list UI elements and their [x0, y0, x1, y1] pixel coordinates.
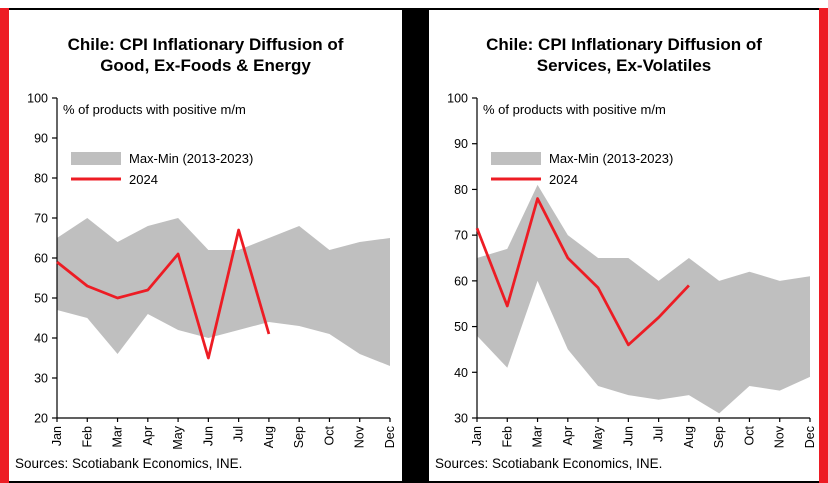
x-tick-label: Oct	[742, 425, 756, 445]
x-tick-label: Jun	[201, 426, 215, 446]
chart-title-services: Chile: CPI Inflationary Diffusion of Ser…	[429, 34, 819, 76]
y-tick-label: 80	[34, 172, 48, 186]
legend-band-label: Max-Min (2013-2023)	[129, 151, 253, 166]
chart-title-line2: Good, Ex-Foods & Energy	[100, 56, 311, 75]
y-tick-label: 90	[454, 137, 468, 151]
chart-canvas-goods: 20 30 40 50 60 70 80 90 100 Jan Feb Mar Apr May Jun Jul…	[27, 92, 397, 450]
x-tick-label: Mar	[111, 426, 125, 448]
legend-line-label: 2024	[549, 172, 578, 187]
right-accent-bar	[819, 8, 828, 483]
x-tick-label: Dec	[803, 426, 817, 448]
x-tick-label: Feb	[500, 426, 514, 448]
legend-band-label: Max-Min (2013-2023)	[549, 151, 673, 166]
chart-title-goods: Chile: CPI Inflationary Diffusion of Goo…	[9, 34, 402, 76]
legend-band-swatch	[491, 152, 541, 165]
chart-legend: Max-Min (2013-2023) 2024	[491, 151, 673, 187]
y-tick-label: 30	[34, 372, 48, 386]
x-tick-label: Sep	[292, 426, 306, 448]
x-tick-label: May	[591, 425, 605, 449]
y-tick-label: 70	[454, 229, 468, 243]
legend-band-swatch	[71, 152, 121, 165]
y-tick-label: 50	[454, 320, 468, 334]
y-tick-label: 20	[34, 412, 48, 426]
series-line-2024	[56, 228, 271, 360]
source-note-goods: Sources: Scotiabank Economics, INE.	[15, 456, 243, 471]
chart-title-line1: Chile: CPI Inflationary Diffusion of	[486, 35, 762, 54]
x-tick-label: Jun	[621, 426, 635, 446]
x-tick-label: Jan	[50, 426, 64, 446]
y-tick-label: 40	[34, 332, 48, 346]
x-tick-label: Dec	[383, 426, 397, 448]
x-tick-label: Feb	[80, 426, 94, 448]
x-tick-label: Sep	[712, 426, 726, 448]
chart-panel-goods: Chile: CPI Inflationary Diffusion of Goo…	[9, 10, 402, 483]
x-tick-label: Nov	[353, 425, 367, 448]
chart-title-line2: Services, Ex-Volatiles	[536, 56, 712, 75]
x-tick-label: Nov	[773, 425, 787, 448]
y-tick-label: 70	[34, 212, 48, 226]
chart-title-line1: Chile: CPI Inflationary Diffusion of	[67, 35, 344, 54]
x-tick-label: Jul	[652, 426, 666, 442]
max-min-band-area	[477, 184, 810, 414]
y-tick-label: 80	[454, 183, 468, 197]
x-tick-label: May	[171, 425, 185, 449]
chart-subtitle: % of products with positive m/m	[63, 102, 246, 117]
y-tick-label: 50	[34, 292, 48, 306]
x-tick-label: Oct	[322, 425, 336, 445]
source-note-services: Sources: Scotiabank Economics, INE.	[435, 456, 663, 471]
chart-canvas-services: 30 40 50 60 70 80 90 100 Jan Feb Mar Apr May Jun Jul Au…	[447, 92, 817, 450]
x-tick-label: Aug	[262, 426, 276, 448]
y-tick-label: 90	[34, 132, 48, 146]
y-tick-label: 40	[454, 366, 468, 380]
x-tick-label: Apr	[561, 426, 575, 445]
chart-subtitle: % of products with positive m/m	[483, 102, 666, 117]
chart-panel-services: Chile: CPI Inflationary Diffusion of Ser…	[429, 10, 819, 483]
x-tick-label: Mar	[531, 426, 545, 448]
x-tick-label: Jul	[232, 426, 246, 442]
chart-legend: Max-Min (2013-2023) 2024	[71, 151, 253, 187]
y-tick-label: 100	[27, 92, 48, 106]
legend-line-label: 2024	[129, 172, 158, 187]
y-tick-label: 60	[454, 274, 468, 288]
x-tick-label: Aug	[682, 426, 696, 448]
x-tick-label: Jan	[470, 426, 484, 446]
y-tick-label: 100	[447, 92, 468, 106]
y-tick-label: 30	[454, 412, 468, 426]
x-tick-label: Apr	[141, 426, 155, 445]
y-tick-label: 60	[34, 252, 48, 266]
center-divider-bar	[402, 8, 429, 483]
left-accent-bar	[0, 8, 9, 483]
series-line-2024	[475, 197, 690, 347]
